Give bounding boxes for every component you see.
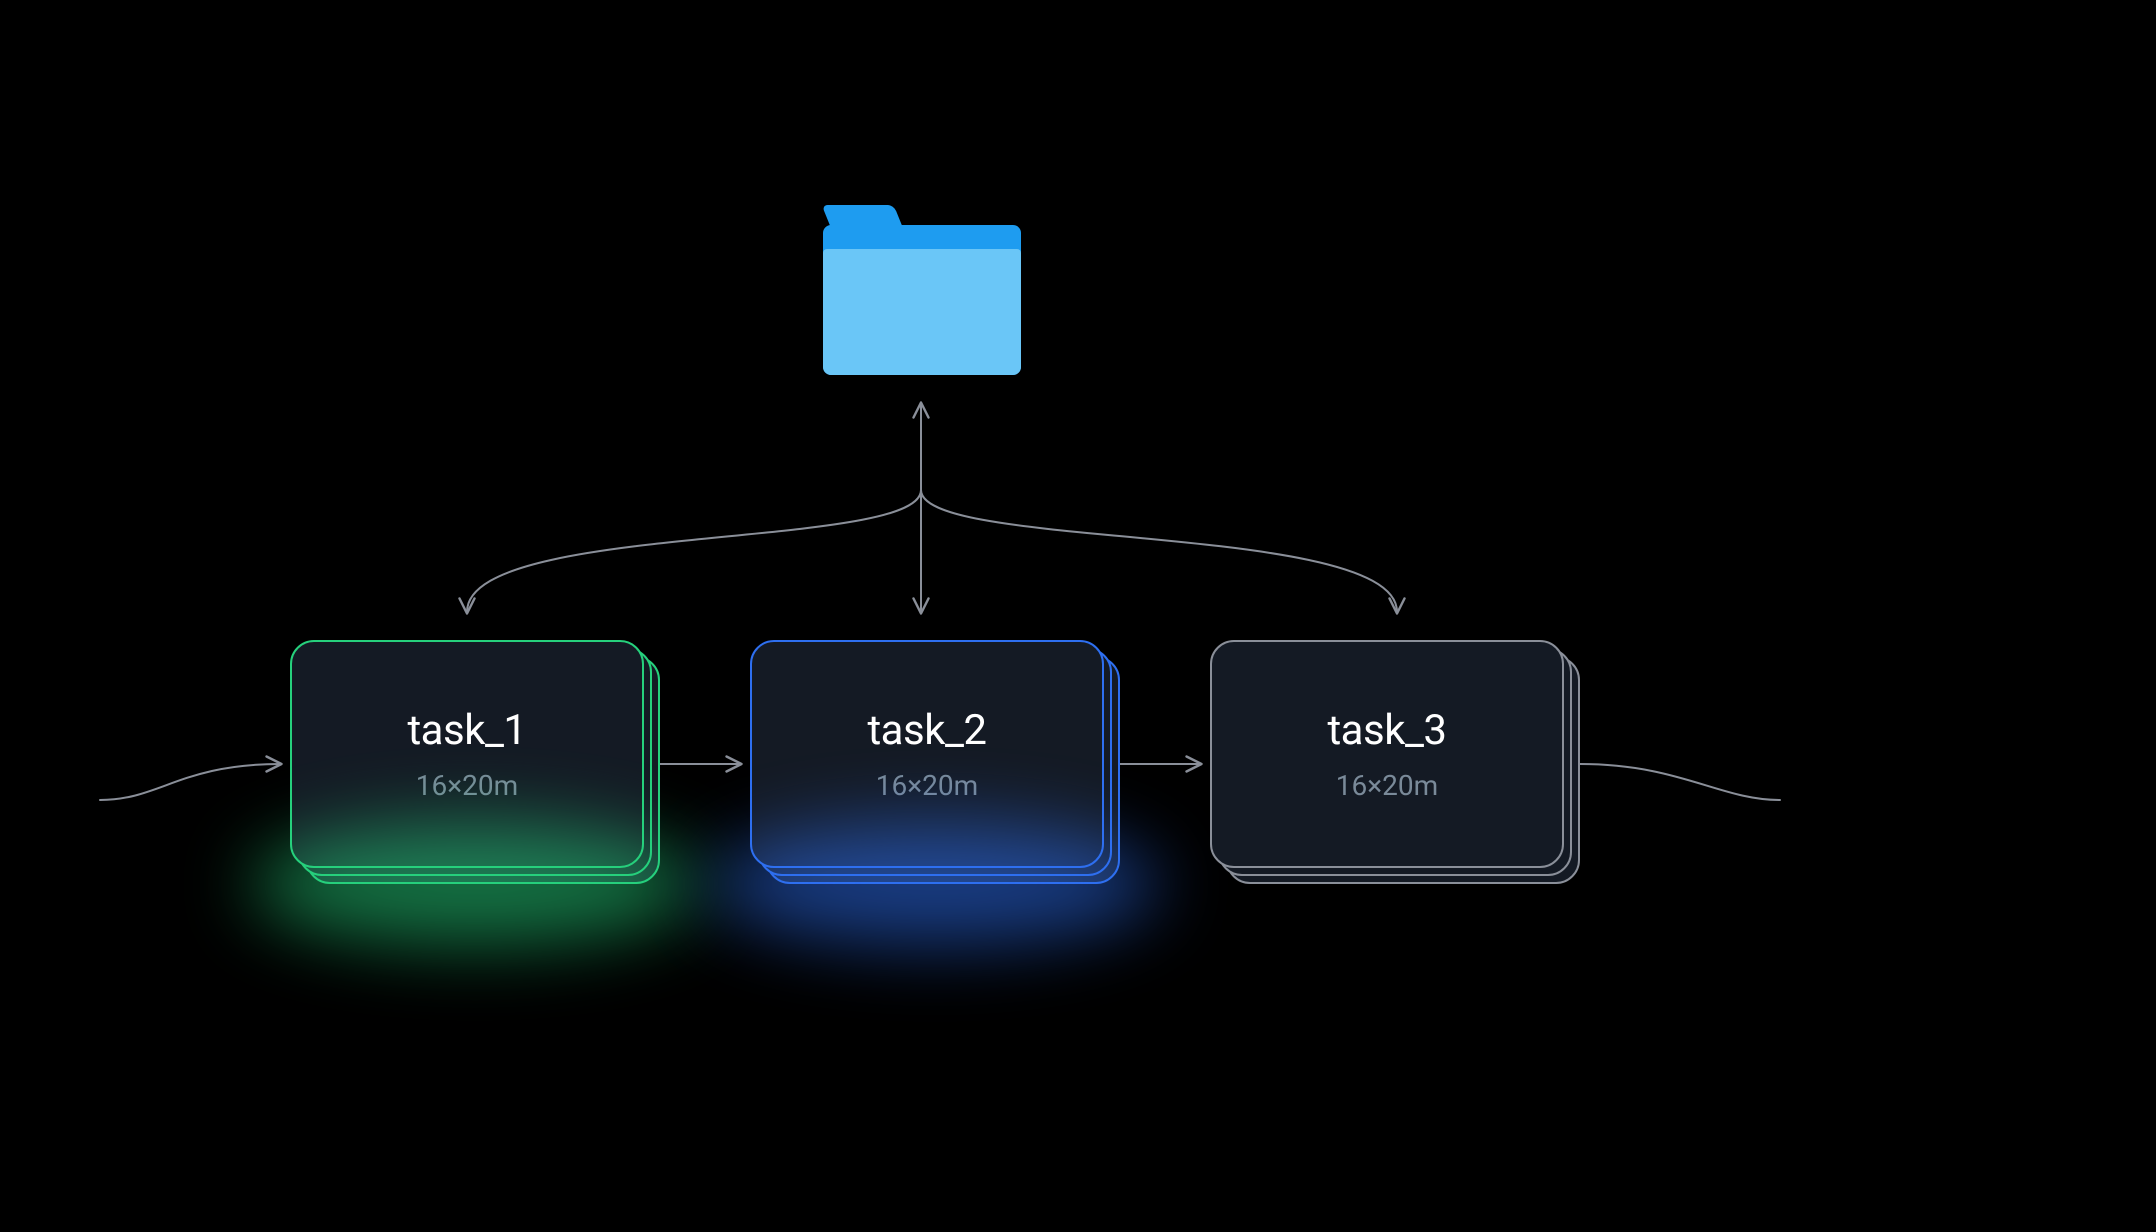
task-title: task_3 — [1327, 706, 1446, 755]
task-card: task_3 16×20m — [1210, 640, 1564, 868]
task-card: task_2 16×20m — [750, 640, 1104, 868]
diagram-canvas: task_1 16×20m task_2 16×20m task_3 16×20… — [0, 0, 2156, 1232]
task-card-stack: task_2 16×20m — [750, 640, 1120, 884]
task-subtitle: 16×20m — [1336, 769, 1438, 802]
task-card-stack: task_1 16×20m — [290, 640, 660, 884]
task-card-stack: task_3 16×20m — [1210, 640, 1580, 884]
connector-layer — [0, 0, 2156, 1232]
task-title: task_2 — [867, 706, 986, 755]
task-subtitle: 16×20m — [416, 769, 518, 802]
task-card: task_1 16×20m — [290, 640, 644, 868]
task-title: task_1 — [407, 706, 526, 755]
task-subtitle: 16×20m — [876, 769, 978, 802]
folder-icon — [823, 205, 1021, 375]
